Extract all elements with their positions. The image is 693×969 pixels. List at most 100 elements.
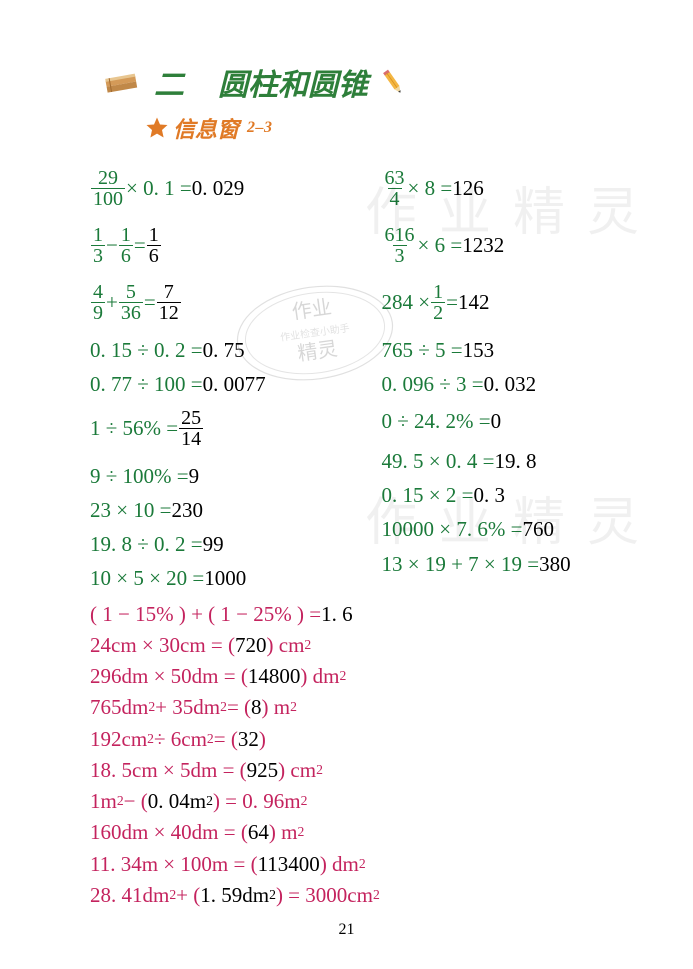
equation-text: 23 × 10 = — [90, 497, 171, 523]
equation-text: 11. 34m × 100m = ( — [90, 851, 258, 877]
equation: 284 × 12 = 142 — [382, 282, 644, 323]
equation-text: 284 × — [382, 289, 431, 315]
equation-text: ) = 3000cm — [276, 882, 373, 908]
answer-text: 113400 — [258, 851, 320, 877]
equation: 29100 × 0. 1 = 0. 029 — [90, 168, 352, 209]
section-range: 2–3 — [247, 119, 273, 137]
equation: 0. 15 × 2 = 0. 3 — [382, 482, 644, 508]
answer-text: 760 — [522, 516, 554, 542]
answer-text: 0. 0077 — [203, 371, 266, 397]
equation-text: ) = 0. 96m — [213, 788, 301, 814]
equation-text: × 8 = — [408, 175, 453, 201]
equation-text: 28. 41dm — [90, 882, 169, 908]
equation-text: ( 1 − 15% ) + ( 1 − 25% ) = — [90, 601, 321, 627]
star-icon — [145, 116, 169, 140]
equation: 765 ÷ 5 = 153 — [382, 337, 644, 363]
answer-text: 0. 04m — [148, 788, 206, 814]
equation-text: 296dm × 50dm = ( — [90, 663, 248, 689]
equation: 13 − 16 = 16 — [90, 225, 352, 266]
equation-text: 10000 × 7. 6% = — [382, 516, 523, 542]
equation-text: 1 ÷ 56% = — [90, 415, 178, 441]
full-width-rows: ( 1 − 15% ) + ( 1 − 25% ) = 1. 6 24cm × 3… — [90, 601, 643, 909]
answer-text: 64 — [248, 819, 269, 845]
answer-text: 126 — [452, 175, 484, 201]
equation-text: 49. 5 × 0. 4 = — [382, 448, 495, 474]
equation-text: 13 × 19 + 7 × 19 = — [382, 551, 540, 577]
answer-text: 925 — [247, 757, 279, 783]
equation: 6163 × 6 = 1232 — [382, 225, 644, 266]
equation: 9 ÷ 100% = 9 — [90, 463, 352, 489]
answer-text: 1000 — [204, 565, 246, 591]
section-title: 信息窗 — [173, 112, 239, 144]
equation: 13 × 19 + 7 × 19 = 380 — [382, 551, 644, 577]
equation-text: = ( — [227, 694, 251, 720]
answer-text: 0. 3 — [473, 482, 505, 508]
equation-text: = ( — [214, 726, 238, 752]
book-icon — [100, 68, 144, 96]
equation-text: + ( — [176, 882, 200, 908]
answer-text: 0. 75 — [203, 337, 245, 363]
equation-text: 192cm — [90, 726, 147, 752]
equation-text: 18. 5cm × 5dm = ( — [90, 757, 247, 783]
chapter-number: 二 — [154, 60, 184, 104]
equation-text: ) — [259, 726, 266, 752]
equation-text: = — [144, 289, 156, 315]
section-header: 信息窗 2–3 — [145, 112, 643, 144]
answer-text: 1232 — [462, 232, 504, 258]
equation: 160dm × 40dm = ( 64 ) m2 — [90, 819, 643, 845]
equation-text: 0. 77 ÷ 100 = — [90, 371, 203, 397]
equation: 18. 5cm × 5dm = ( 925 ) cm2 — [90, 757, 643, 783]
equation-text: ) dm — [300, 663, 339, 689]
equation: 10000 × 7. 6% = 760 — [382, 516, 644, 542]
equation: 49. 5 × 0. 4 = 19. 8 — [382, 448, 644, 474]
equation: 0. 15 ÷ 0. 2 = 0. 75 — [90, 337, 352, 363]
equation: 0. 77 ÷ 100 = 0. 0077 — [90, 371, 352, 397]
chapter-header: 二 圆柱和圆锥 — [100, 60, 643, 104]
page: 作业精灵 作业精灵 作业 作业检查小助手 精灵 二 圆柱和圆锥 — [0, 0, 693, 969]
equation-text: = — [134, 232, 146, 258]
answer-text: 0. 032 — [484, 371, 537, 397]
equation-text: × 0. 1 = — [126, 175, 192, 201]
equation: 634 × 8 = 126 — [382, 168, 644, 209]
answer-text: 142 — [458, 289, 490, 315]
left-column: 29100 × 0. 1 = 0. 02913 − 16 = 1649 + 53… — [90, 162, 352, 596]
chapter-title: 圆柱和圆锥 — [218, 60, 368, 104]
equation-text: 0 ÷ 24. 2% = — [382, 408, 491, 434]
equation: 0. 096 ÷ 3 = 0. 032 — [382, 371, 644, 397]
page-number: 21 — [0, 921, 693, 939]
equation-text: 19. 8 ÷ 0. 2 = — [90, 531, 203, 557]
equation-text: 1m — [90, 788, 117, 814]
equation-text: 765dm — [90, 694, 148, 720]
answer-text: 0. 029 — [192, 175, 245, 201]
equation-text: − — [106, 232, 118, 258]
answer-text: 1. 6 — [321, 601, 353, 627]
equation-text: 24cm × 30cm = ( — [90, 632, 235, 658]
answer-text: 380 — [539, 551, 571, 577]
equation-text: ) m — [262, 694, 291, 720]
equation-text: + 35dm — [155, 694, 220, 720]
right-column: 634 × 8 = 126 6163 × 6 = 1232 284 × 12 = 1… — [382, 162, 644, 596]
two-column-area: 29100 × 0. 1 = 0. 02913 − 16 = 1649 + 53… — [90, 162, 643, 596]
answer-text: 153 — [463, 337, 495, 363]
equation: 1 ÷ 56% = 2514 — [90, 408, 352, 449]
answer-text: 720 — [235, 632, 267, 658]
equation: ( 1 − 15% ) + ( 1 − 25% ) = 1. 6 — [90, 601, 643, 627]
equation: 192cm2 ÷ 6cm2 = ( 32 ) — [90, 726, 643, 752]
answer-text: 0 — [491, 408, 502, 434]
equation: 0 ÷ 24. 2% = 0 — [382, 408, 644, 434]
equation: 296dm × 50dm = ( 14800 ) dm2 — [90, 663, 643, 689]
answer-text: 99 — [203, 531, 224, 557]
equation: 24cm × 30cm = ( 720 ) cm2 — [90, 632, 643, 658]
equation: 765dm2 + 35dm2 = ( 8 ) m2 — [90, 694, 643, 720]
equation-text: 160dm × 40dm = ( — [90, 819, 248, 845]
pencil-icon — [378, 67, 408, 97]
equation-text: 0. 15 ÷ 0. 2 = — [90, 337, 203, 363]
equation-text: ) m — [269, 819, 298, 845]
equation: 10 × 5 × 20 = 1000 — [90, 565, 352, 591]
equation-text: 10 × 5 × 20 = — [90, 565, 204, 591]
equation-text: + — [106, 289, 118, 315]
equation-text: ) dm — [320, 851, 359, 877]
answer-text: 19. 8 — [494, 448, 536, 474]
answer-text: 1. 59dm — [200, 882, 269, 908]
equation: 23 × 10 = 230 — [90, 497, 352, 523]
